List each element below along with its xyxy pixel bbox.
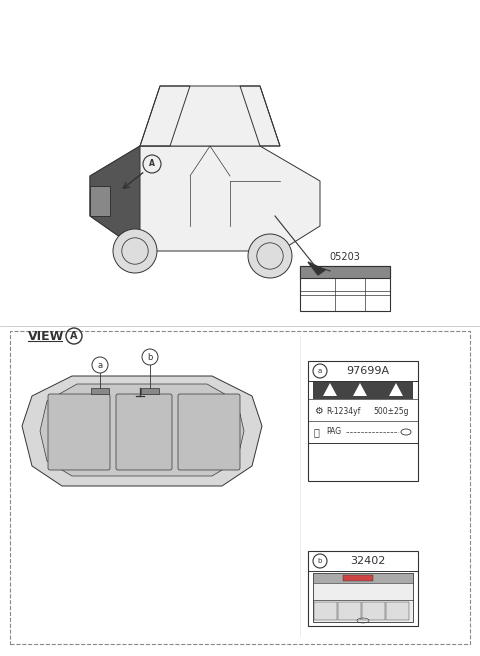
Polygon shape (40, 384, 244, 476)
Text: b: b (318, 558, 322, 564)
Text: R-1234yf: R-1234yf (326, 407, 360, 415)
Bar (308, 361, 418, 481)
Bar (386, 602, 409, 620)
Polygon shape (353, 383, 367, 396)
Bar (313, 573, 413, 622)
FancyBboxPatch shape (116, 394, 172, 470)
Polygon shape (22, 376, 262, 486)
Text: PAG: PAG (326, 428, 341, 436)
Text: a: a (97, 361, 103, 369)
Polygon shape (90, 146, 320, 251)
Text: b: b (147, 352, 153, 361)
Text: A: A (149, 159, 155, 169)
FancyBboxPatch shape (48, 394, 110, 470)
Bar (141, 388, 159, 394)
Bar (314, 602, 337, 620)
Text: A: A (70, 331, 78, 341)
Polygon shape (323, 383, 337, 396)
Text: 05203: 05203 (330, 252, 360, 262)
Polygon shape (90, 146, 140, 251)
Text: ⛽: ⛽ (314, 427, 320, 437)
Bar (308, 551, 418, 626)
Text: ⚙: ⚙ (314, 406, 323, 416)
Polygon shape (140, 86, 280, 146)
Polygon shape (389, 383, 403, 396)
Bar (90, 186, 110, 216)
Text: VIEW: VIEW (28, 329, 64, 342)
Bar (300, 266, 390, 278)
FancyBboxPatch shape (178, 394, 240, 470)
Text: 32402: 32402 (350, 556, 386, 566)
Bar (343, 575, 373, 581)
Bar (338, 602, 361, 620)
Bar (313, 381, 413, 399)
Text: a: a (318, 368, 322, 374)
Text: 97699A: 97699A (347, 366, 390, 376)
Bar (91, 388, 109, 394)
Bar (362, 602, 385, 620)
Polygon shape (308, 262, 325, 275)
Bar (300, 266, 390, 311)
Text: 500±25g: 500±25g (373, 407, 408, 415)
Circle shape (248, 234, 292, 278)
Bar (313, 573, 413, 583)
Circle shape (113, 229, 157, 273)
